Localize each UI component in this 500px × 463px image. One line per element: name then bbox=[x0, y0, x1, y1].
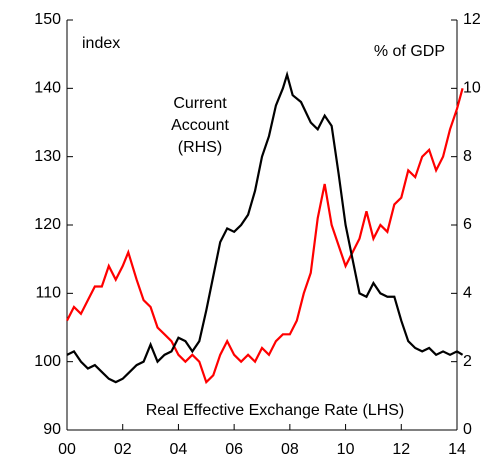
x-tick-label: 06 bbox=[225, 441, 243, 458]
y2-tick-label: 12 bbox=[463, 11, 481, 28]
y2-tick-label: 8 bbox=[463, 148, 472, 165]
series-line bbox=[66, 70, 464, 384]
y-tick-label: 140 bbox=[34, 80, 61, 97]
y-tick-label: 90 bbox=[43, 421, 61, 438]
series-label: Account bbox=[171, 117, 229, 134]
series-label: Real Effective Exchange Rate (LHS) bbox=[146, 402, 405, 419]
y-tick-label: 120 bbox=[34, 216, 61, 233]
y2-tick-label: 10 bbox=[463, 80, 481, 97]
y-tick-label: 150 bbox=[34, 11, 61, 28]
series-label: (RHS) bbox=[178, 139, 222, 156]
x-tick-label: 02 bbox=[114, 441, 132, 458]
x-tick-label: 08 bbox=[281, 441, 299, 458]
x-tick-label: 10 bbox=[337, 441, 355, 458]
series-line bbox=[66, 88, 464, 385]
x-tick-label: 14 bbox=[448, 441, 466, 458]
y-tick-label: 100 bbox=[34, 353, 61, 370]
x-tick-label: 12 bbox=[392, 441, 410, 458]
y-tick-label: 130 bbox=[34, 148, 61, 165]
y2-tick-label: 4 bbox=[463, 285, 472, 302]
y2-tick-label: 6 bbox=[463, 216, 472, 233]
left-unit: index bbox=[82, 35, 120, 52]
x-tick-label: 00 bbox=[58, 441, 76, 458]
right-unit: % of GDP bbox=[374, 43, 445, 60]
series-label: Current bbox=[173, 95, 227, 112]
x-tick-label: 04 bbox=[170, 441, 188, 458]
y-tick-label: 110 bbox=[35, 285, 61, 302]
y2-tick-label: 2 bbox=[463, 353, 472, 370]
y2-tick-label: 0 bbox=[463, 421, 472, 438]
